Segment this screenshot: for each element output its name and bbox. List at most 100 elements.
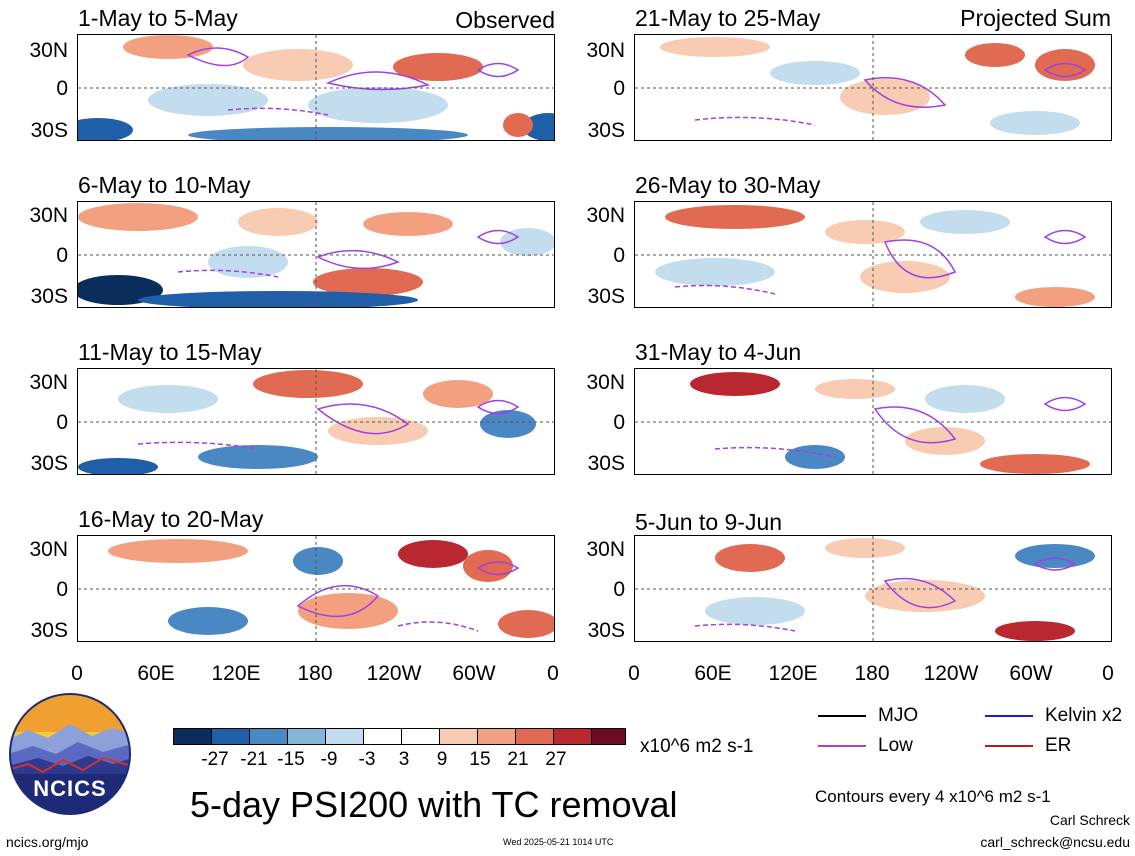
colorbar-swatch (287, 728, 325, 745)
colorbar-swatch (401, 728, 439, 745)
main-title: 5-day PSI200 with TC removal (190, 784, 678, 825)
colorbar-label: 15 (469, 749, 491, 770)
lat-label-30n: 30N (586, 538, 625, 561)
lon-label-0-end: 0 (547, 662, 559, 685)
anomaly-field (635, 369, 1111, 474)
map-panel (634, 535, 1112, 642)
map-panel (77, 368, 555, 475)
colorbar-label: 21 (507, 749, 529, 770)
lon-label-60w: 60W (452, 662, 496, 685)
colorbar-label: -9 (320, 749, 338, 770)
timestamp: Wed 2025-05-21 1014 UTC (503, 837, 614, 847)
author-name: Carl Schreck (1049, 812, 1130, 828)
colorbar-swatch (439, 728, 477, 745)
colorbar-label: -3 (358, 749, 376, 770)
ncics-logo-text: NCICS (33, 776, 107, 801)
author-email[interactable]: carl_schreck@ncsu.edu (980, 834, 1130, 850)
colorbar-unit: x10^6 m2 s-1 (640, 736, 754, 757)
lon-label-0: 0 (628, 662, 640, 685)
panel-title-5: 21-May to 25-May (635, 5, 821, 31)
map-panel (77, 34, 555, 141)
colorbar-swatch (325, 728, 363, 745)
panel-title-7: 31-May to 4-Jun (635, 339, 802, 365)
lat-label-eq: 0 (56, 411, 68, 434)
panel-title-2: 6-May to 10-May (78, 172, 251, 198)
lat-label-30s: 30S (587, 619, 625, 642)
lat-label-eq: 0 (613, 244, 625, 267)
panel-tag-observed: Observed (455, 7, 555, 33)
lat-label-eq: 0 (613, 77, 625, 100)
colorbar-label: 9 (436, 749, 448, 770)
site-link[interactable]: ncics.org/mjo (6, 834, 89, 850)
panel-title-3: 11-May to 15-May (78, 339, 262, 365)
contour-note: Contours every 4 x10^6 m2 s-1 (815, 787, 1051, 806)
map-panel (77, 535, 555, 642)
colorbar-swatch (211, 728, 249, 745)
anomaly-field (78, 369, 554, 474)
lon-label-0: 0 (71, 662, 83, 685)
lat-label-30n: 30N (29, 39, 68, 62)
lat-label-30s: 30S (587, 285, 625, 308)
lat-label-30n: 30N (586, 371, 625, 394)
lat-label-30n: 30N (29, 371, 68, 394)
colorbar-label: -15 (277, 749, 305, 770)
lat-label-eq: 0 (56, 77, 68, 100)
lon-label-180: 180 (297, 662, 333, 685)
anomaly-field (635, 35, 1111, 140)
map-panel (634, 368, 1112, 475)
lon-label-120w: 120W (366, 662, 422, 685)
colorbar-label: 27 (545, 749, 567, 770)
lat-label-30s: 30S (587, 452, 625, 475)
map-panel (634, 34, 1112, 141)
colorbar-label: 3 (398, 749, 410, 770)
lat-label-30s: 30S (30, 452, 68, 475)
lat-label-eq: 0 (56, 578, 68, 601)
lat-label-30n: 30N (29, 538, 68, 561)
colorbar-swatch (553, 728, 591, 745)
anomaly-field (78, 202, 554, 307)
map-panel (634, 201, 1112, 308)
lat-label-30s: 30S (30, 619, 68, 642)
lat-label-30n: 30N (29, 204, 68, 227)
colorbar-swatch (515, 728, 553, 745)
lat-label-30n: 30N (586, 39, 625, 62)
anomaly-field (78, 536, 554, 641)
anomaly-field (635, 202, 1111, 307)
lat-label-30s: 30S (587, 119, 625, 142)
anomaly-field (78, 35, 554, 140)
panel-title-8: 5-Jun to 9-Jun (635, 509, 783, 535)
map-panel (77, 201, 555, 308)
colorbar-swatch (591, 728, 626, 745)
panel-title-4: 16-May to 20-May (78, 506, 264, 532)
panel-title-1: 1-May to 5-May (78, 5, 238, 31)
legend-label-low: Low (878, 735, 913, 756)
lon-label-0-end: 0 (1102, 662, 1114, 685)
lat-label-30s: 30S (30, 285, 68, 308)
ncics-logo (8, 692, 132, 816)
colorbar-swatch (173, 728, 211, 745)
legend-label-mjo: MJO (878, 705, 919, 726)
lon-label-120w: 120W (923, 662, 979, 685)
colorbar-swatch (477, 728, 515, 745)
lon-label-180: 180 (854, 662, 890, 685)
lat-label-eq: 0 (613, 578, 625, 601)
anomaly-field (635, 536, 1111, 641)
lat-label-eq: 0 (613, 411, 625, 434)
lat-label-30s: 30S (30, 119, 68, 142)
lat-label-30n: 30N (586, 204, 625, 227)
lon-label-120e: 120E (768, 662, 818, 685)
panel-tag-projected: Projected Sum (960, 5, 1111, 31)
lon-label-60w: 60W (1009, 662, 1053, 685)
lat-label-eq: 0 (56, 244, 68, 267)
legend-label-kelvin: Kelvin x2 (1045, 705, 1123, 726)
legend-swatch-kelvin (985, 715, 1033, 717)
lon-label-120e: 120E (211, 662, 261, 685)
legend-label-er: ER (1045, 735, 1072, 756)
colorbar-swatch (363, 728, 401, 745)
legend-swatch-low (818, 745, 866, 747)
colorbar-label: -21 (240, 749, 268, 770)
legend-swatch-mjo (818, 715, 866, 717)
colorbar-label: -27 (201, 749, 229, 770)
lon-label-60e: 60E (694, 662, 732, 685)
panel-title-6: 26-May to 30-May (635, 172, 821, 198)
